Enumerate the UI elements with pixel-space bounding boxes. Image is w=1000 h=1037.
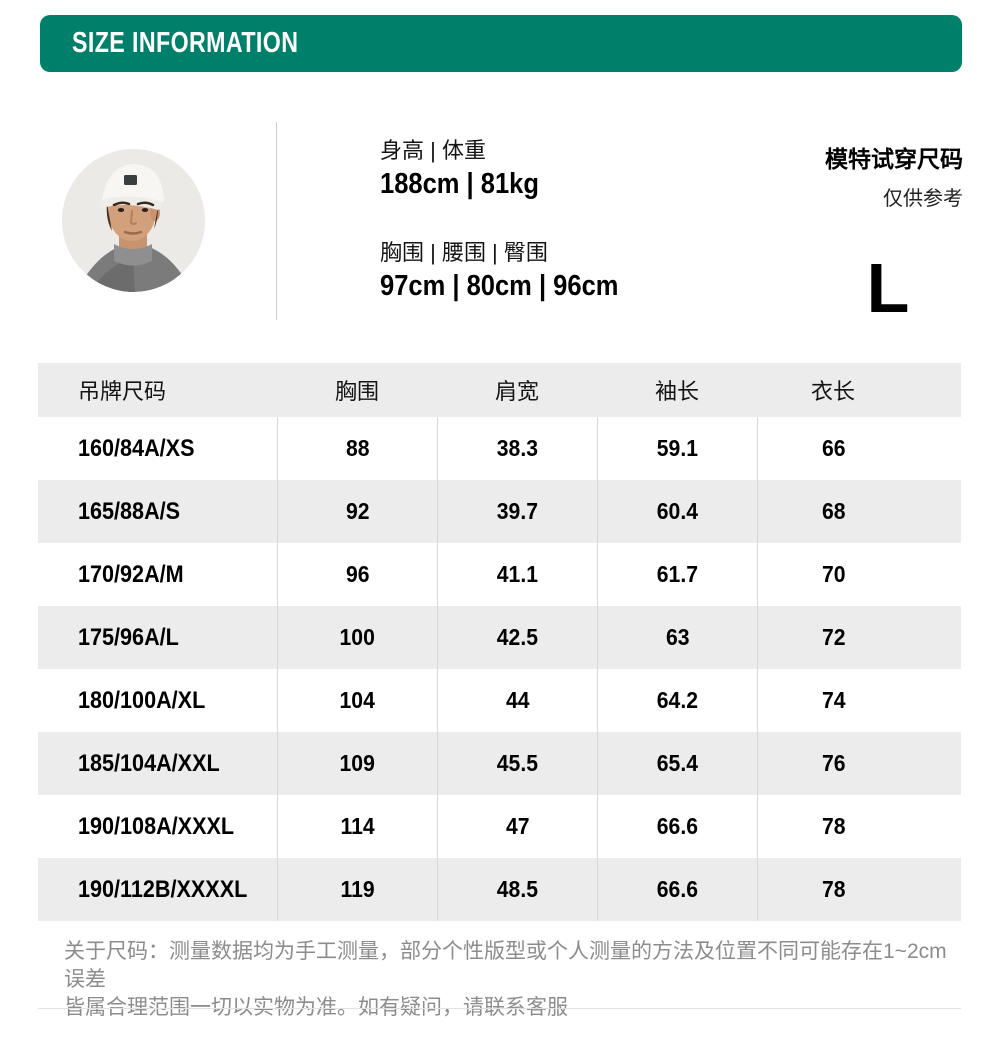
table-cell: 96 [277, 543, 437, 606]
table-cell: 190/108A/XXXL [78, 812, 235, 840]
fit-size-value: L [866, 249, 910, 327]
table-cell: 42.5 [437, 606, 597, 669]
table-cell: 88 [277, 417, 437, 480]
table-cell: 175/96A/L [38, 606, 277, 669]
table-cell: 66 [757, 417, 961, 480]
table-cell: 180/100A/XL [78, 686, 206, 714]
col-header-shoulder: 肩宽 [437, 363, 597, 417]
table-cell: 74 [757, 669, 961, 732]
table-cell: 72 [757, 606, 961, 669]
fit-note: 仅供参考 [883, 188, 963, 210]
table-cell: 45.5 [437, 732, 597, 795]
model-fit-block: 模特试穿尺码 仅供参考 L [813, 140, 963, 323]
table-cell: 47 [437, 795, 597, 858]
table-cell: 190/112B/XXXXL [38, 858, 277, 921]
table-cell: 78 [757, 795, 961, 858]
vertical-divider [276, 122, 277, 320]
table-cell: 114 [277, 795, 437, 858]
size-table: 吊牌尺码 胸围 肩宽 袖长 衣长 160/84A/XS 88 38.3 59.1… [38, 363, 961, 921]
section-title: SIZE INFORMATION [72, 27, 299, 59]
table-cell: 60.4 [597, 480, 757, 543]
model-portrait-illustration [62, 149, 205, 292]
table-cell: 92 [277, 480, 437, 543]
girth-label: 胸围 | 腰围 | 臀围 [380, 240, 548, 265]
girth-value: 97cm | 80cm | 96cm [380, 270, 619, 302]
table-cell: 185/104A/XXL [38, 732, 277, 795]
table-cell: 109 [277, 732, 437, 795]
model-stats: 身高 | 体重 188cm | 81kg 胸围 | 腰围 | 臀围 97cm |… [380, 138, 651, 302]
table-cell: 78 [757, 858, 961, 921]
table-cell: 70 [757, 543, 961, 606]
fit-title: 模特试穿尺码 [825, 146, 963, 172]
table-cell: 44 [437, 669, 597, 732]
table-cell: 170/92A/M [78, 560, 184, 588]
table-cell: 38.3 [437, 417, 597, 480]
disclaimer-line-1: 关于尺码：测量数据均为手工测量，部分个性版型或个人测量的方法及位置不同可能存在1… [64, 940, 947, 991]
disclaimer-line-2: 皆属合理范围一切以实物为准。如有疑问，请联系客服 [64, 996, 568, 1019]
height-weight-value: 188cm | 81kg [380, 168, 539, 200]
col-header-tag-size: 吊牌尺码 [38, 363, 277, 417]
table-cell: 39.7 [437, 480, 597, 543]
table-cell: 63 [597, 606, 757, 669]
table-cell: 65.4 [597, 732, 757, 795]
bottom-divider [38, 1008, 961, 1009]
table-cell: 66.6 [597, 795, 757, 858]
table-cell: 68 [757, 480, 961, 543]
table-cell: 41.1 [437, 543, 597, 606]
table-cell: 160/84A/XS [78, 434, 195, 462]
model-avatar [62, 149, 205, 292]
col-header-length: 衣长 [757, 363, 961, 417]
table-cell: 165/88A/S [38, 480, 277, 543]
table-cell: 119 [277, 858, 437, 921]
col-header-sleeve: 袖长 [597, 363, 757, 417]
size-disclaimer: 关于尺码：测量数据均为手工测量，部分个性版型或个人测量的方法及位置不同可能存在1… [64, 938, 954, 1022]
table-cell: 76 [757, 732, 961, 795]
section-banner: SIZE INFORMATION [40, 15, 962, 72]
table-cell: 104 [277, 669, 437, 732]
table-cell: 100 [277, 606, 437, 669]
col-header-chest: 胸围 [277, 363, 437, 417]
table-cell: 59.1 [597, 417, 757, 480]
table-cell: 48.5 [437, 858, 597, 921]
height-weight-label: 身高 | 体重 [380, 138, 486, 163]
table-cell: 66.6 [597, 858, 757, 921]
table-cell: 64.2 [597, 669, 757, 732]
table-cell: 61.7 [597, 543, 757, 606]
